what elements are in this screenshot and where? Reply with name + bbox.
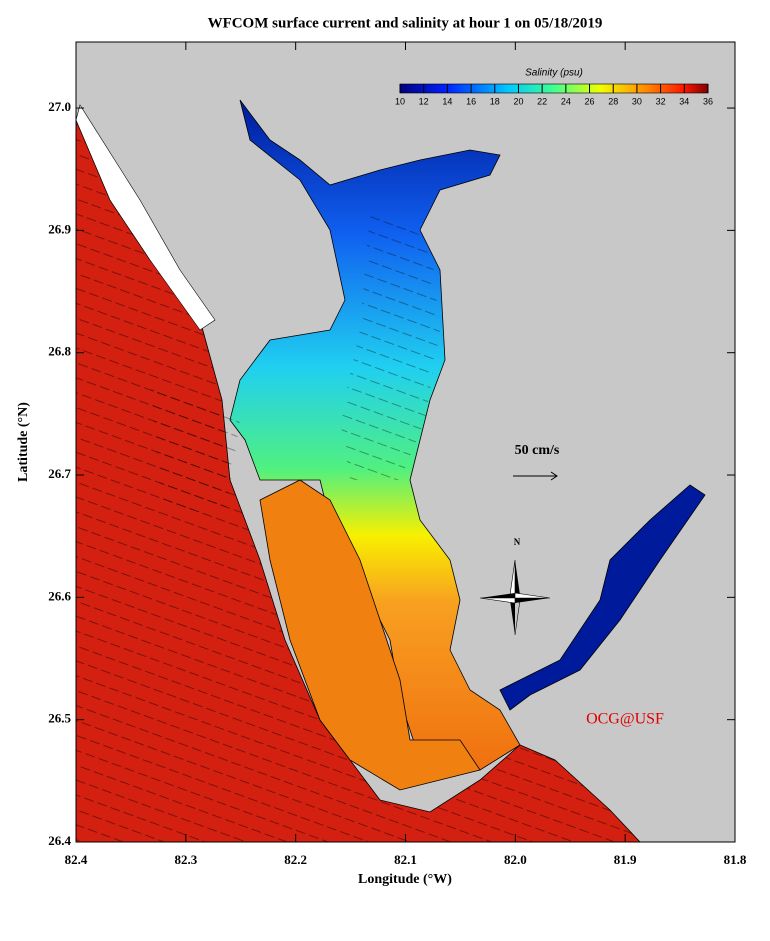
- colorbar-tick-label: 30: [632, 96, 642, 106]
- colorbar-tick-label: 14: [442, 96, 452, 106]
- scale-arrow-head: [550, 471, 558, 481]
- colorbar-tick-label: 28: [608, 96, 618, 106]
- scale-label: 50 cm/s: [515, 443, 560, 458]
- x-tick-label: 81.8: [724, 852, 747, 867]
- x-tick-label: 82.4: [65, 852, 88, 867]
- y-tick-label: 26.5: [48, 711, 71, 726]
- colorbar-tick-label: 16: [466, 96, 476, 106]
- colorbar-tick-label: 34: [679, 96, 689, 106]
- map: [76, 42, 735, 842]
- x-tick-label: 82.1: [394, 852, 417, 867]
- y-axis-label: Latitude (°N): [16, 402, 31, 482]
- colorbar-tick-label: 10: [395, 96, 405, 106]
- y-tick-label: 26.8: [48, 344, 71, 359]
- colorbar-tick-label: 22: [537, 96, 547, 106]
- colorbar-tick-label: 24: [561, 96, 571, 106]
- colorbar-label: Salinity (psu): [525, 68, 583, 79]
- x-tick-label: 82.3: [174, 852, 197, 867]
- colorbar-tick-label: 36: [703, 96, 713, 106]
- y-tick-label: 26.6: [48, 588, 71, 603]
- y-tick-label: 27.0: [48, 99, 71, 114]
- compass-label: N: [514, 537, 521, 547]
- credit: OCG@USF: [586, 711, 664, 728]
- x-tick-label: 81.9: [614, 852, 637, 867]
- colorbar-tick-label: 12: [419, 96, 429, 106]
- x-axis-label: Longitude (°W): [358, 872, 452, 887]
- colorbar-tick-label: 32: [656, 96, 666, 106]
- y-tick-label: 26.4: [48, 833, 71, 848]
- y-tick-label: 26.9: [48, 221, 71, 236]
- colorbar-tick-label: 26: [585, 96, 595, 106]
- y-tick-label: 26.7: [48, 466, 71, 481]
- colorbar-tick-label: 20: [513, 96, 523, 106]
- x-tick-label: 82.2: [284, 852, 307, 867]
- colorbar-tick-label: 18: [490, 96, 500, 106]
- chart-title: WFCOM surface current and salinity at ho…: [208, 15, 603, 31]
- compass: [479, 559, 551, 636]
- colorbar: [399, 83, 709, 94]
- x-tick-label: 82.0: [504, 852, 527, 867]
